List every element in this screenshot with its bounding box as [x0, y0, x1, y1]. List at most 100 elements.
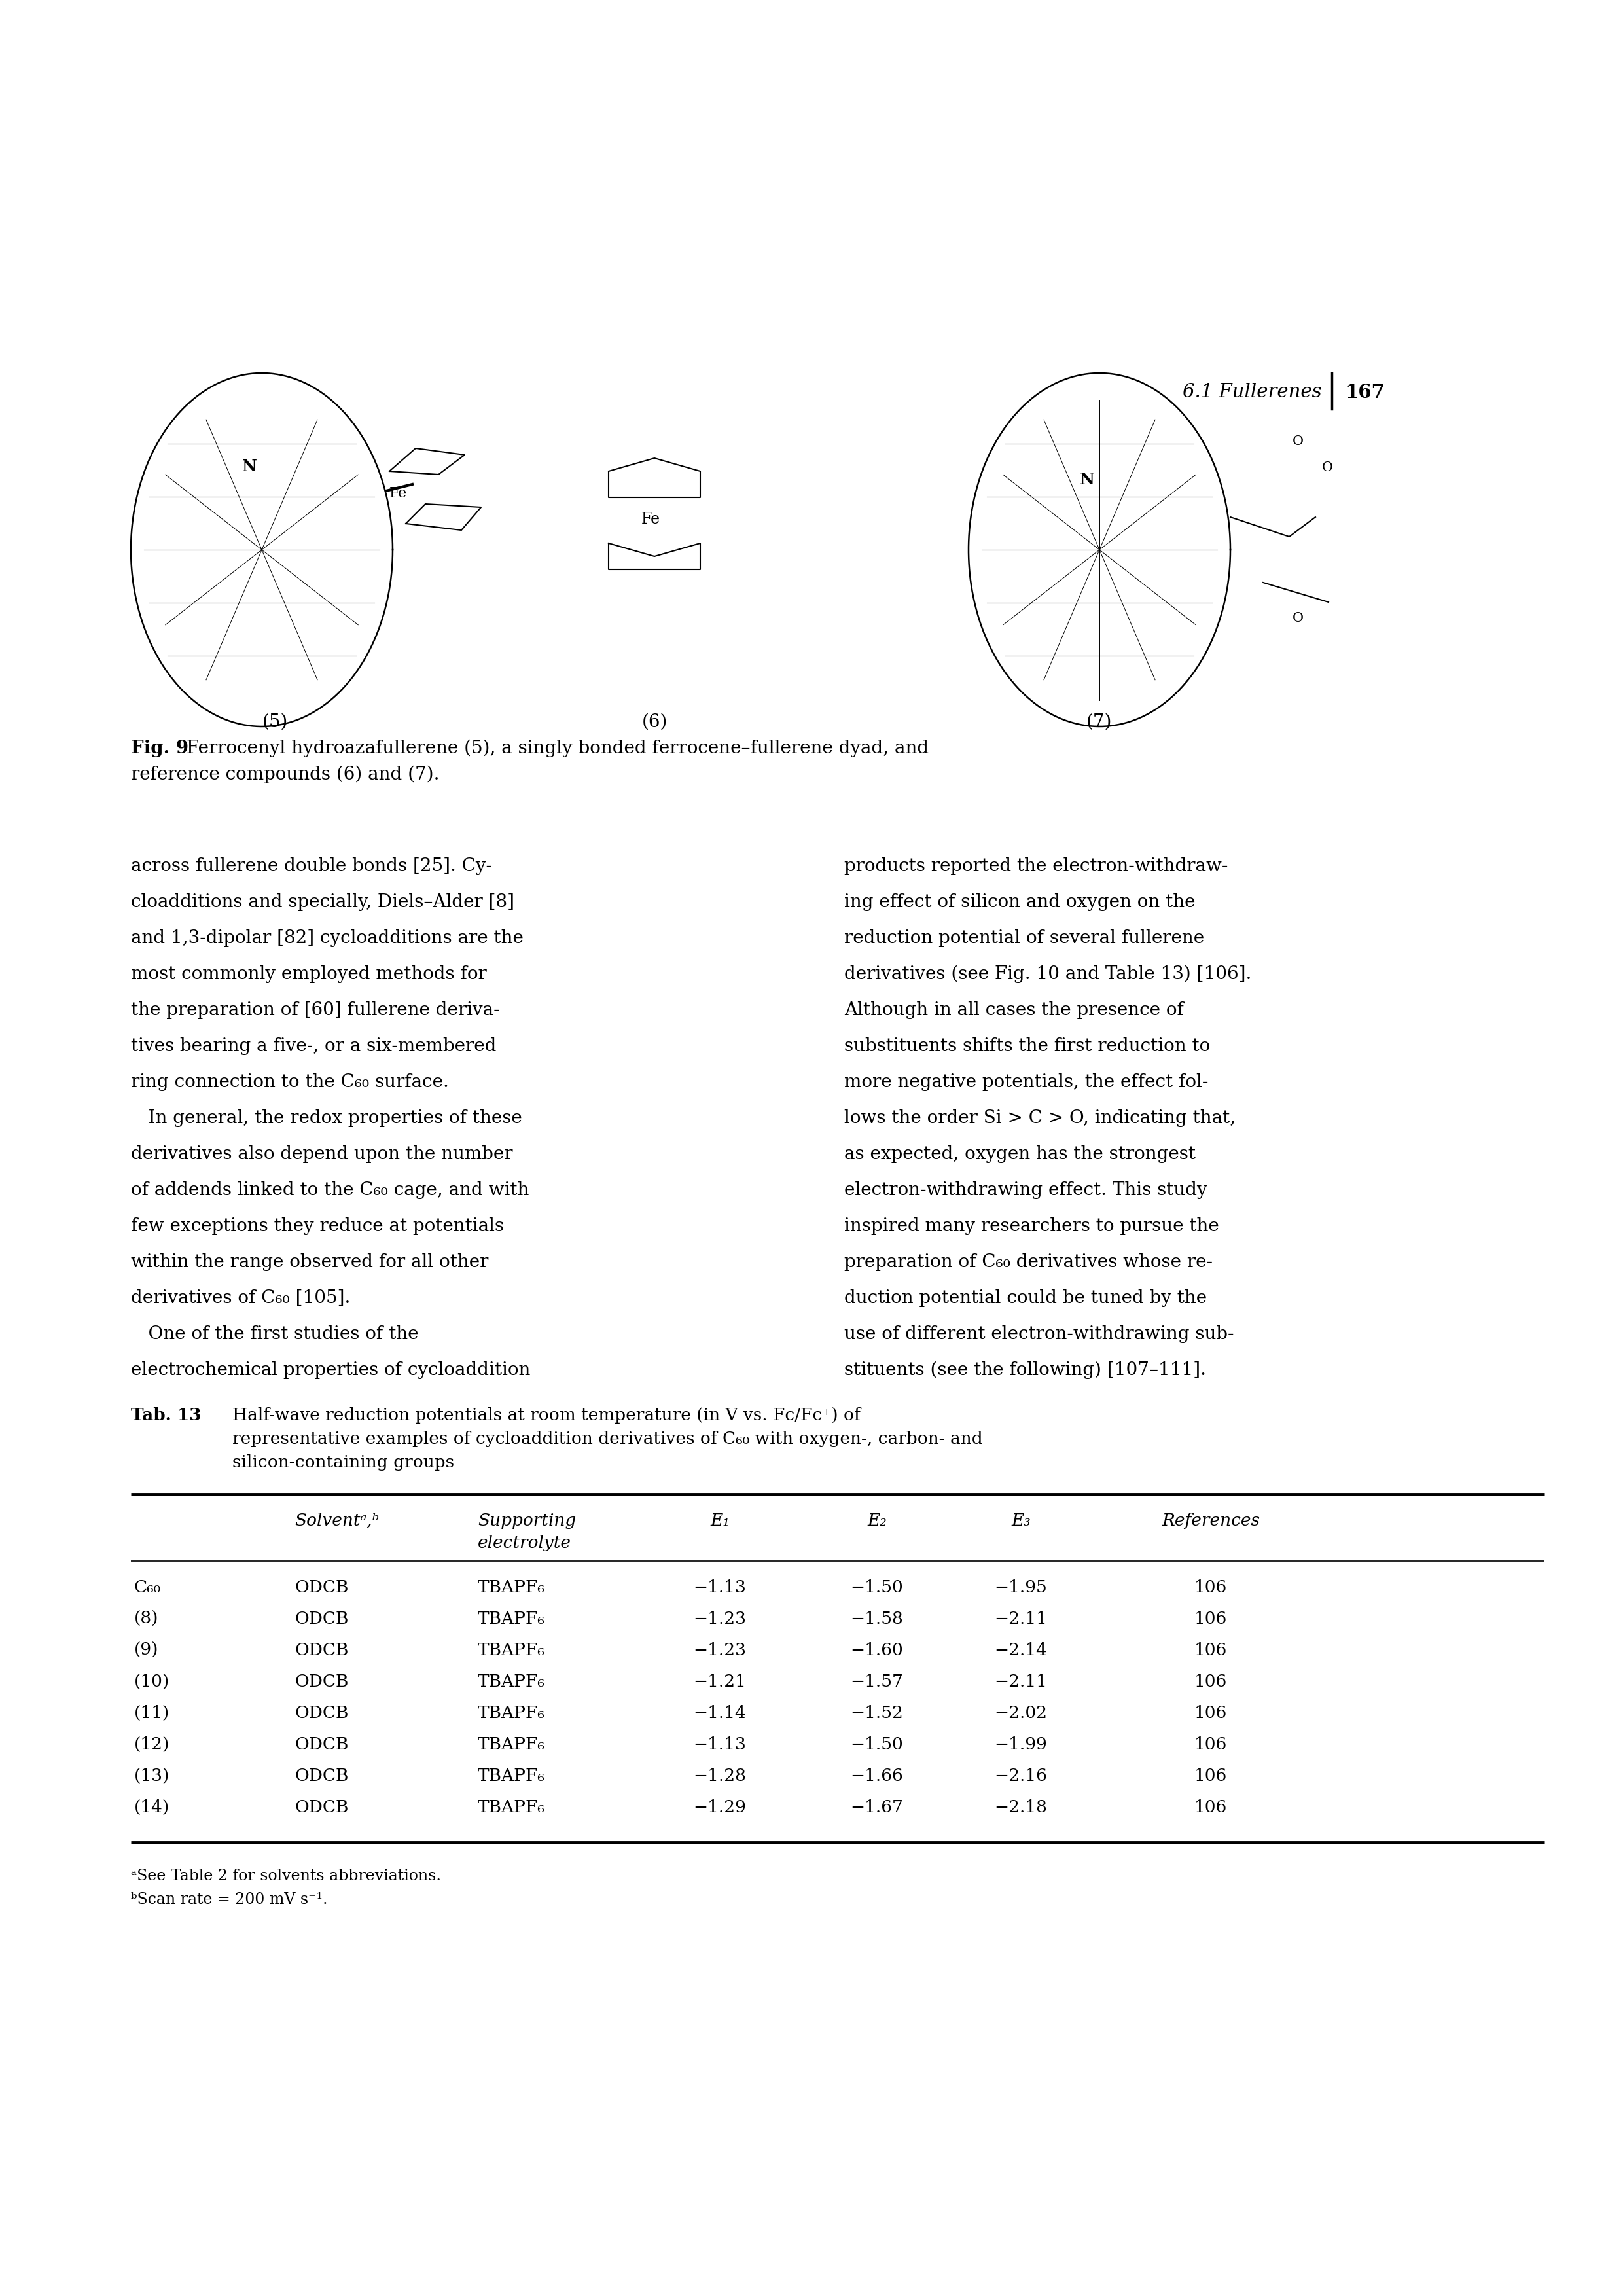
Text: (5): (5): [261, 714, 287, 730]
Text: TBAPF₆: TBAPF₆: [477, 1800, 545, 1816]
Text: Fig. 9: Fig. 9: [131, 739, 188, 758]
Text: −1.21: −1.21: [693, 1674, 747, 1690]
Text: within the range observed for all other: within the range observed for all other: [131, 1254, 489, 1272]
Text: reduction potential of several fullerene: reduction potential of several fullerene: [844, 930, 1204, 946]
Text: 167: 167: [1345, 383, 1384, 402]
Text: −1.60: −1.60: [850, 1642, 904, 1658]
Text: ODCB: ODCB: [294, 1800, 349, 1816]
Text: ᵇScan rate = 200 mV s⁻¹.: ᵇScan rate = 200 mV s⁻¹.: [131, 1892, 328, 1908]
Text: −1.14: −1.14: [693, 1706, 747, 1722]
Text: −1.28: −1.28: [693, 1768, 747, 1784]
Text: preparation of C₆₀ derivatives whose re-: preparation of C₆₀ derivatives whose re-: [844, 1254, 1212, 1272]
Text: Although in all cases the presence of: Although in all cases the presence of: [844, 1001, 1183, 1019]
Text: use of different electron-withdrawing sub-: use of different electron-withdrawing su…: [844, 1325, 1233, 1343]
Text: more negative potentials, the effect fol-: more negative potentials, the effect fol…: [844, 1075, 1209, 1091]
Text: Half-wave reduction potentials at room temperature (in V vs. Fc/Fc⁺) of: Half-wave reduction potentials at room t…: [232, 1407, 860, 1424]
Text: Ferrocenyl hydroazafullerene (5), a singly bonded ferrocene–fullerene dyad, and: Ferrocenyl hydroazafullerene (5), a sing…: [187, 739, 928, 758]
Text: few exceptions they reduce at potentials: few exceptions they reduce at potentials: [131, 1217, 505, 1235]
Text: substituents shifts the first reduction to: substituents shifts the first reduction …: [844, 1038, 1211, 1056]
Text: −1.23: −1.23: [693, 1642, 747, 1658]
Text: −1.13: −1.13: [693, 1580, 747, 1596]
Text: C₆₀: C₆₀: [135, 1580, 161, 1596]
Text: −1.23: −1.23: [693, 1612, 747, 1628]
Text: TBAPF₆: TBAPF₆: [477, 1706, 545, 1722]
Text: −1.99: −1.99: [995, 1736, 1047, 1752]
Text: products reported the electron-withdraw-: products reported the electron-withdraw-: [844, 856, 1229, 875]
Text: derivatives also depend upon the number: derivatives also depend upon the number: [131, 1146, 513, 1164]
Text: −1.95: −1.95: [995, 1580, 1047, 1596]
Text: ODCB: ODCB: [294, 1706, 349, 1722]
Text: lows the order Si > C > O, indicating that,: lows the order Si > C > O, indicating th…: [844, 1109, 1235, 1127]
Text: of addends linked to the C₆₀ cage, and with: of addends linked to the C₆₀ cage, and w…: [131, 1182, 529, 1199]
Text: −2.02: −2.02: [995, 1706, 1047, 1722]
Text: −1.52: −1.52: [850, 1706, 904, 1722]
Text: TBAPF₆: TBAPF₆: [477, 1736, 545, 1752]
Text: ᵃSee Table 2 for solvents abbreviations.: ᵃSee Table 2 for solvents abbreviations.: [131, 1869, 441, 1883]
Text: duction potential could be tuned by the: duction potential could be tuned by the: [844, 1290, 1208, 1306]
Text: In general, the redox properties of these: In general, the redox properties of thes…: [131, 1109, 523, 1127]
Text: −1.50: −1.50: [850, 1580, 904, 1596]
Text: Fe: Fe: [641, 512, 661, 526]
Text: (12): (12): [135, 1736, 170, 1752]
Text: across fullerene double bonds [25]. Cy-: across fullerene double bonds [25]. Cy-: [131, 856, 492, 875]
Text: Fe: Fe: [390, 487, 407, 501]
Text: 106: 106: [1195, 1642, 1227, 1658]
Bar: [97, 406, 1526, 707]
Text: −1.66: −1.66: [850, 1768, 904, 1784]
Text: −2.14: −2.14: [995, 1642, 1047, 1658]
Text: 106: 106: [1195, 1736, 1227, 1752]
Text: electron-withdrawing effect. This study: electron-withdrawing effect. This study: [844, 1182, 1208, 1199]
Text: (13): (13): [135, 1768, 170, 1784]
Text: electrochemical properties of cycloaddition: electrochemical properties of cycloaddit…: [131, 1362, 531, 1380]
Text: E₂: E₂: [867, 1513, 886, 1529]
Text: 106: 106: [1195, 1674, 1227, 1690]
Text: 106: 106: [1195, 1612, 1227, 1628]
Text: −2.11: −2.11: [995, 1674, 1047, 1690]
Text: 106: 106: [1195, 1768, 1227, 1784]
Text: representative examples of cycloaddition derivatives of C₆₀ with oxygen-, carbon: representative examples of cycloaddition…: [232, 1430, 982, 1446]
Text: 106: 106: [1195, 1800, 1227, 1816]
Text: the preparation of [60] fullerene deriva-: the preparation of [60] fullerene deriva…: [131, 1001, 500, 1019]
Text: Solventᵃ,ᵇ: Solventᵃ,ᵇ: [294, 1513, 380, 1529]
Text: −1.67: −1.67: [850, 1800, 904, 1816]
Text: (6): (6): [641, 714, 667, 730]
Text: cloadditions and specially, Diels–Alder [8]: cloadditions and specially, Diels–Alder …: [131, 893, 514, 912]
Text: most commonly employed methods for: most commonly employed methods for: [131, 964, 487, 983]
Text: E₃: E₃: [1011, 1513, 1031, 1529]
Text: ODCB: ODCB: [294, 1612, 349, 1628]
Text: TBAPF₆: TBAPF₆: [477, 1674, 545, 1690]
Text: TBAPF₆: TBAPF₆: [477, 1580, 545, 1596]
Text: −1.58: −1.58: [850, 1612, 904, 1628]
Text: ODCB: ODCB: [294, 1736, 349, 1752]
Text: E₁: E₁: [711, 1513, 730, 1529]
Text: ing effect of silicon and oxygen on the: ing effect of silicon and oxygen on the: [844, 893, 1195, 912]
Text: reference compounds (6) and (7).: reference compounds (6) and (7).: [131, 767, 440, 783]
Text: TBAPF₆: TBAPF₆: [477, 1642, 545, 1658]
Text: derivatives (see Fig. 10 and Table 13) [106].: derivatives (see Fig. 10 and Table 13) […: [844, 964, 1251, 983]
Text: Supporting: Supporting: [477, 1513, 576, 1529]
Text: (8): (8): [135, 1612, 159, 1628]
Text: electrolyte: electrolyte: [477, 1534, 571, 1552]
Text: (14): (14): [135, 1800, 170, 1816]
Text: ring connection to the C₆₀ surface.: ring connection to the C₆₀ surface.: [131, 1075, 450, 1091]
Text: O: O: [1323, 461, 1332, 473]
Text: References: References: [1162, 1513, 1259, 1529]
Text: One of the first studies of the: One of the first studies of the: [131, 1325, 419, 1343]
Text: stituents (see the following) [107–111].: stituents (see the following) [107–111].: [844, 1362, 1206, 1380]
Text: (7): (7): [1086, 714, 1112, 730]
Text: 106: 106: [1195, 1580, 1227, 1596]
Text: N: N: [242, 459, 256, 475]
Text: −1.29: −1.29: [693, 1800, 747, 1816]
Text: O: O: [1292, 436, 1303, 448]
Text: O: O: [1292, 613, 1303, 625]
Text: ODCB: ODCB: [294, 1580, 349, 1596]
Text: tives bearing a five-, or a six-membered: tives bearing a five-, or a six-membered: [131, 1038, 497, 1056]
Text: −1.13: −1.13: [693, 1736, 747, 1752]
Text: and 1,3-dipolar [82] cycloadditions are the: and 1,3-dipolar [82] cycloadditions are …: [131, 930, 524, 946]
Text: ODCB: ODCB: [294, 1674, 349, 1690]
Text: 6.1 Fullerenes: 6.1 Fullerenes: [1183, 383, 1323, 402]
Text: −2.11: −2.11: [995, 1612, 1047, 1628]
Text: (9): (9): [135, 1642, 159, 1658]
Text: derivatives of C₆₀ [105].: derivatives of C₆₀ [105].: [131, 1290, 351, 1306]
Text: TBAPF₆: TBAPF₆: [477, 1768, 545, 1784]
